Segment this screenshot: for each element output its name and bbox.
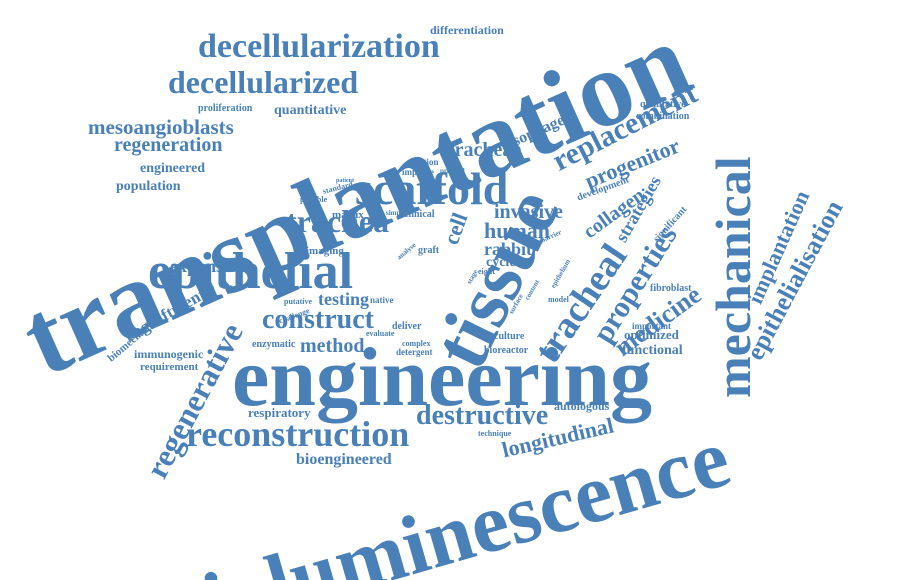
word-imaging: imaging bbox=[306, 245, 344, 257]
word-bioengineered: bioengineered bbox=[296, 451, 392, 468]
word-functional: functional bbox=[622, 343, 683, 358]
word-important: important bbox=[632, 321, 671, 331]
word-putative: putative bbox=[284, 297, 312, 306]
word-enzymatic: enzymatic bbox=[252, 339, 296, 350]
word-graft: graft bbox=[418, 245, 440, 256]
word-immunogenic: immunogenic bbox=[134, 347, 204, 361]
word-simple: simple bbox=[386, 209, 406, 217]
word-expansion: expansion bbox=[170, 256, 248, 276]
word-population: population bbox=[116, 179, 181, 194]
word-deliver: deliver bbox=[392, 321, 422, 332]
word-quantitative: quantitative bbox=[274, 103, 347, 118]
word-testing: testing bbox=[318, 289, 369, 309]
word-clinical: clinical bbox=[404, 209, 435, 220]
word-rabbit: rabbit bbox=[484, 239, 533, 259]
word-reconstruction: reconstruction bbox=[186, 414, 410, 454]
word-bioreactor: bioreactor bbox=[484, 345, 529, 356]
word-culture: culture bbox=[494, 331, 525, 342]
word-human: human bbox=[484, 218, 551, 243]
word-optimized: optimized bbox=[624, 327, 679, 342]
word-mesoangioblasts: mesoangioblasts bbox=[88, 115, 234, 139]
word-decellularized: decellularized bbox=[168, 64, 359, 100]
word-detergent: detergent bbox=[396, 347, 433, 357]
word-engineered: engineered bbox=[140, 161, 206, 176]
word-matrix: matrix bbox=[332, 209, 364, 221]
word-evaluate: evaluate bbox=[366, 329, 395, 338]
word-respiratory: respiratory bbox=[248, 405, 311, 420]
word-possible: possible bbox=[300, 195, 328, 204]
word-protocol: protocol bbox=[440, 167, 465, 175]
word-patient: patient bbox=[336, 178, 354, 184]
word-combination: combination bbox=[636, 111, 690, 122]
word-differentiation: differentiation bbox=[430, 23, 504, 37]
word-scaffold: scaffold bbox=[355, 163, 509, 214]
word-model: model bbox=[548, 295, 569, 304]
word-autologous: autologous bbox=[554, 399, 610, 413]
word-qualitative: qualitative bbox=[640, 99, 686, 110]
word-engineering: engineering bbox=[232, 331, 652, 424]
word-technique: technique bbox=[478, 429, 512, 438]
word-regeneration: regeneration bbox=[114, 134, 223, 156]
word-tracheae: tracheae bbox=[448, 139, 522, 161]
word-cycle: cycle bbox=[486, 255, 516, 270]
word-improve: improve bbox=[402, 167, 434, 177]
word-proliferation: proliferation bbox=[198, 103, 253, 114]
word-decellularization: decellularization bbox=[198, 28, 440, 65]
word-destructive: destructive bbox=[416, 400, 549, 431]
word-construct: construct bbox=[262, 304, 374, 335]
word-trachea: trachea bbox=[286, 203, 390, 239]
word-eight: eight bbox=[478, 267, 495, 276]
word-invasive: invasive bbox=[494, 201, 563, 223]
word-requirement: requirement bbox=[140, 361, 199, 373]
word-complex: complex bbox=[402, 339, 431, 348]
word-method: method bbox=[300, 335, 365, 357]
word-epithelial: epithelial bbox=[148, 243, 354, 300]
word-stem: stem bbox=[424, 193, 440, 202]
word-native: native bbox=[370, 295, 394, 305]
word-fibroblast: fibroblast bbox=[650, 283, 692, 294]
word-solution: solution bbox=[408, 157, 439, 167]
